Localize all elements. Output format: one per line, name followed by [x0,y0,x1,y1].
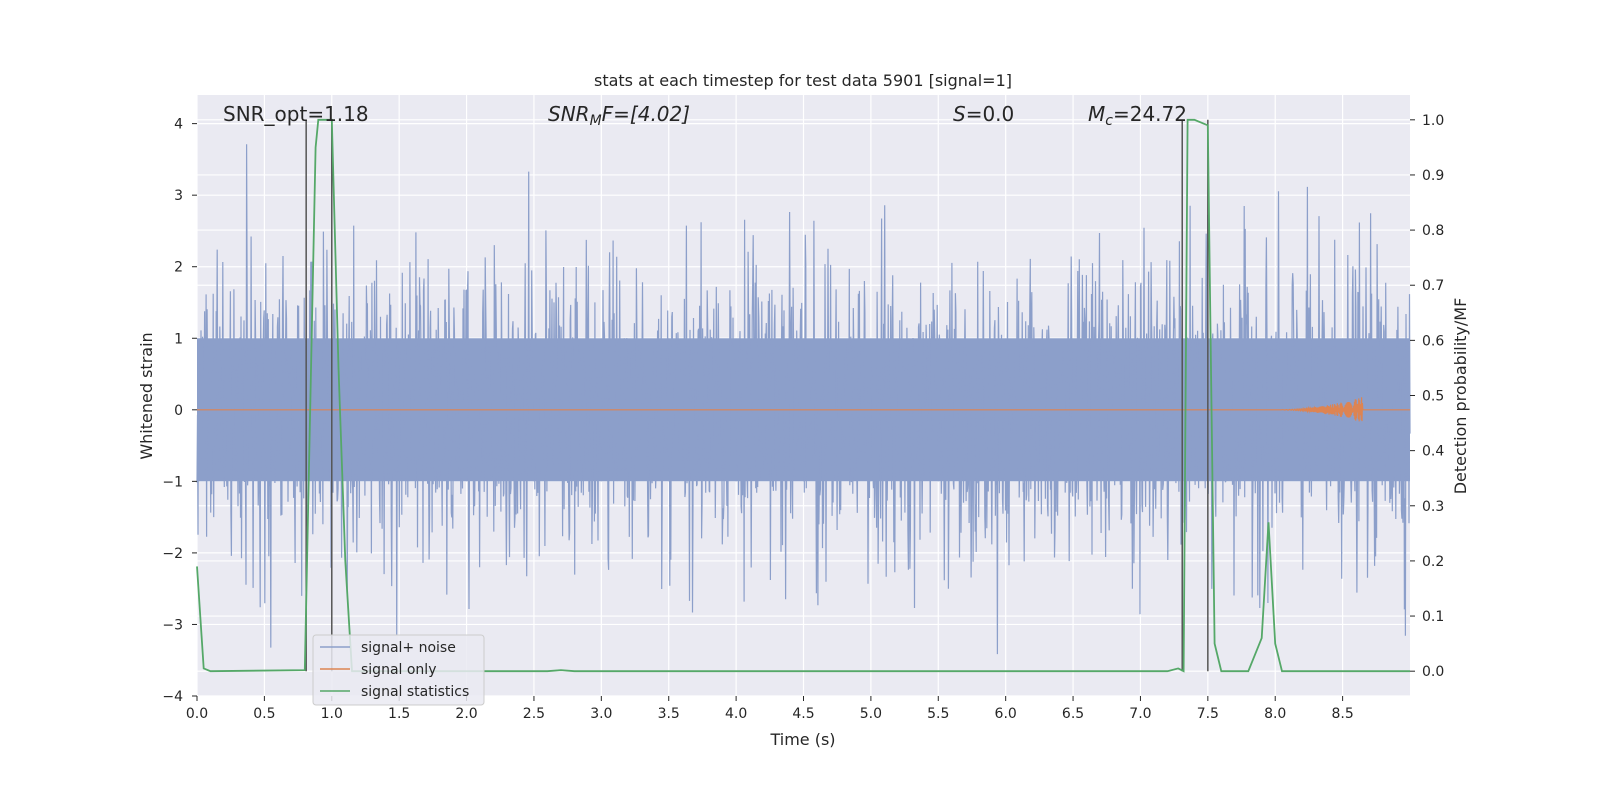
x-tick-label: 6.5 [1062,706,1084,722]
y-right-tick-label: 0.1 [1422,609,1444,625]
y-left-tick-label: 0 [174,403,183,419]
x-tick-label: 1.5 [388,706,410,722]
annotation-mc: Mc=24.72 [1088,102,1187,129]
legend-label-signal-only: signal only [361,662,436,678]
x-tick-label: 3.5 [658,706,680,722]
x-tick-label: 8.0 [1264,706,1286,722]
y-left-tick-label: 3 [174,188,183,204]
y-right-tick-label: 0.2 [1422,554,1444,570]
axis-ticks: 0.0 0.5 1.0 1.5 2.0 2.5 3.0 3.5 4.0 4.5 5.0 5.5 6.0 6… [162,113,1444,722]
y-left-tick-label: −4 [162,689,183,705]
x-tick-label: 1.0 [321,706,343,722]
y-right-tick-label: 0.3 [1422,499,1444,515]
legend-label-signal-noise: signal+ noise [361,640,456,656]
y-right-tick-label: 0.8 [1422,223,1444,239]
y-left-tick-label: 4 [174,117,183,133]
y-right-tick-label: 0.5 [1422,389,1444,405]
y-right-tick-label: 0.9 [1422,168,1444,184]
y-axis-label-right: Detection probability/MF [1451,298,1470,495]
x-tick-label: 2.0 [455,706,477,722]
signal-only-trace [197,397,1410,422]
signal-statistics-line [196,118,1410,673]
legend: signal+ noise signal only signal statist… [312,634,485,706]
annotation-snr-mf: SNRMF=[4.02] [548,102,690,129]
y-left-tick-label: 1 [174,331,183,347]
series-signal-statistics [196,118,1410,673]
y-right-tick-label: 0.4 [1422,444,1444,460]
x-tick-label: 8.5 [1331,706,1353,722]
x-tick-label: 5.5 [927,706,949,722]
x-tick-label: 5.0 [860,706,882,722]
x-tick-label: 4.5 [792,706,814,722]
annotation-s: S=0.0 [953,102,1014,126]
y-left-tick-label: −3 [162,617,183,633]
y-right-tick-label: 0.0 [1422,664,1444,680]
x-tick-label: 3.0 [590,706,612,722]
x-tick-label: 6.0 [995,706,1017,722]
y-axis-label-left: Whitened strain [137,332,156,459]
legend-box [312,634,485,706]
y-right-tick-label: 0.7 [1422,278,1444,294]
legend-label-signal-statistics: signal statistics [361,684,469,700]
chart-title: stats at each timestep for test data 590… [594,71,1012,90]
x-axis-label: Time (s) [769,730,835,749]
y-right-tick-label: 1.0 [1422,113,1444,129]
annotation-snr-opt: SNR_opt=1.18 [223,102,369,126]
x-tick-label: 0.0 [186,706,208,722]
x-tick-label: 7.5 [1197,706,1219,722]
series-signal-only [197,397,1410,422]
y-left-tick-label: 2 [174,260,183,276]
x-tick-label: 7.0 [1129,706,1151,722]
y-left-tick-label: −2 [162,546,183,562]
y-right-tick-label: 0.6 [1422,333,1444,349]
x-tick-label: 2.5 [523,706,545,722]
y-left-tick-label: −1 [162,474,183,490]
x-tick-label: 0.5 [253,706,275,722]
x-tick-label: 4.0 [725,706,747,722]
